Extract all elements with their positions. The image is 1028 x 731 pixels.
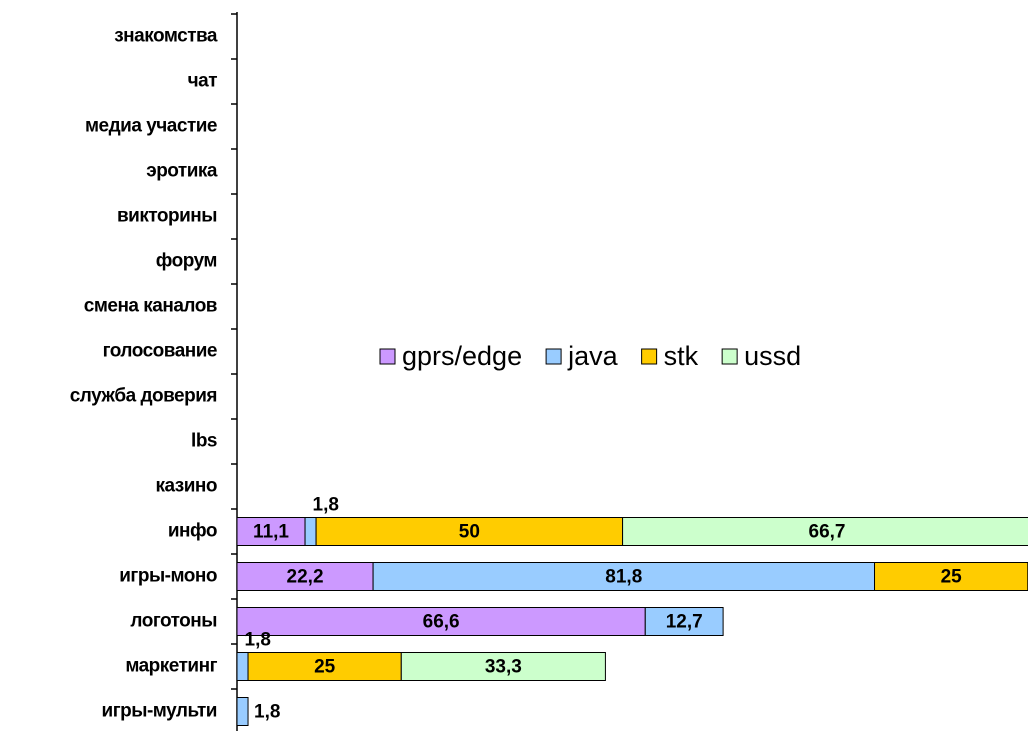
legend-label: ussd: [744, 341, 801, 371]
bar-segment: [236, 517, 306, 546]
category-label: маркетинг: [125, 656, 217, 677]
category-label: форум: [156, 251, 217, 272]
data-label: 1,8: [313, 495, 339, 516]
bar-segment: [874, 562, 1028, 591]
category-label: эротика: [146, 161, 218, 182]
data-label: 66,6: [423, 612, 460, 633]
bar-segment: [315, 517, 624, 546]
legend-swatch: [641, 348, 658, 365]
data-label: 25: [941, 567, 963, 588]
category-label: смена каналов: [84, 296, 217, 317]
data-label: 33,3: [485, 657, 522, 678]
category-label: логотоны: [130, 611, 217, 632]
legend-label: gprs/edge: [402, 341, 522, 371]
legend-swatch: [545, 348, 562, 365]
legend-swatch: [379, 348, 396, 365]
category-label: голосование: [103, 341, 217, 362]
bar-segment: [372, 562, 876, 591]
data-label: 1,8: [254, 702, 280, 723]
category-label: служба доверия: [70, 386, 217, 407]
data-label: 11,1: [253, 522, 289, 543]
legend-label: java: [567, 341, 619, 371]
data-label: 22,2: [287, 567, 324, 588]
category-label: знакомства: [114, 26, 218, 47]
category-label: инфо: [168, 521, 217, 542]
bar-segment: [236, 562, 374, 591]
category-label: викторины: [117, 206, 217, 227]
bar-segment: [304, 517, 317, 546]
category-label: медиа участие: [85, 116, 217, 137]
bar-segment: [400, 652, 606, 681]
category-label: чат: [188, 71, 218, 92]
bar-segment: [622, 517, 1028, 546]
bar-segment: [236, 697, 249, 726]
category-label: lbs: [191, 431, 217, 452]
bar-segment: [644, 607, 724, 636]
category-label: игры-моно: [119, 566, 217, 587]
data-label: 50: [459, 522, 480, 543]
bar-segment: [236, 607, 646, 636]
data-label: 1,8: [245, 630, 271, 651]
data-label: 81,8: [605, 567, 642, 588]
legend-swatch: [721, 348, 738, 365]
category-label: казино: [155, 476, 217, 497]
category-label: игры-мульти: [102, 701, 217, 722]
legend-label: stk: [664, 341, 699, 371]
bar-segment: [236, 652, 249, 681]
data-label: 12,7: [666, 612, 703, 633]
data-label: 66,7: [809, 522, 846, 543]
data-label: 25: [314, 657, 336, 678]
bar-segment: [247, 652, 402, 681]
